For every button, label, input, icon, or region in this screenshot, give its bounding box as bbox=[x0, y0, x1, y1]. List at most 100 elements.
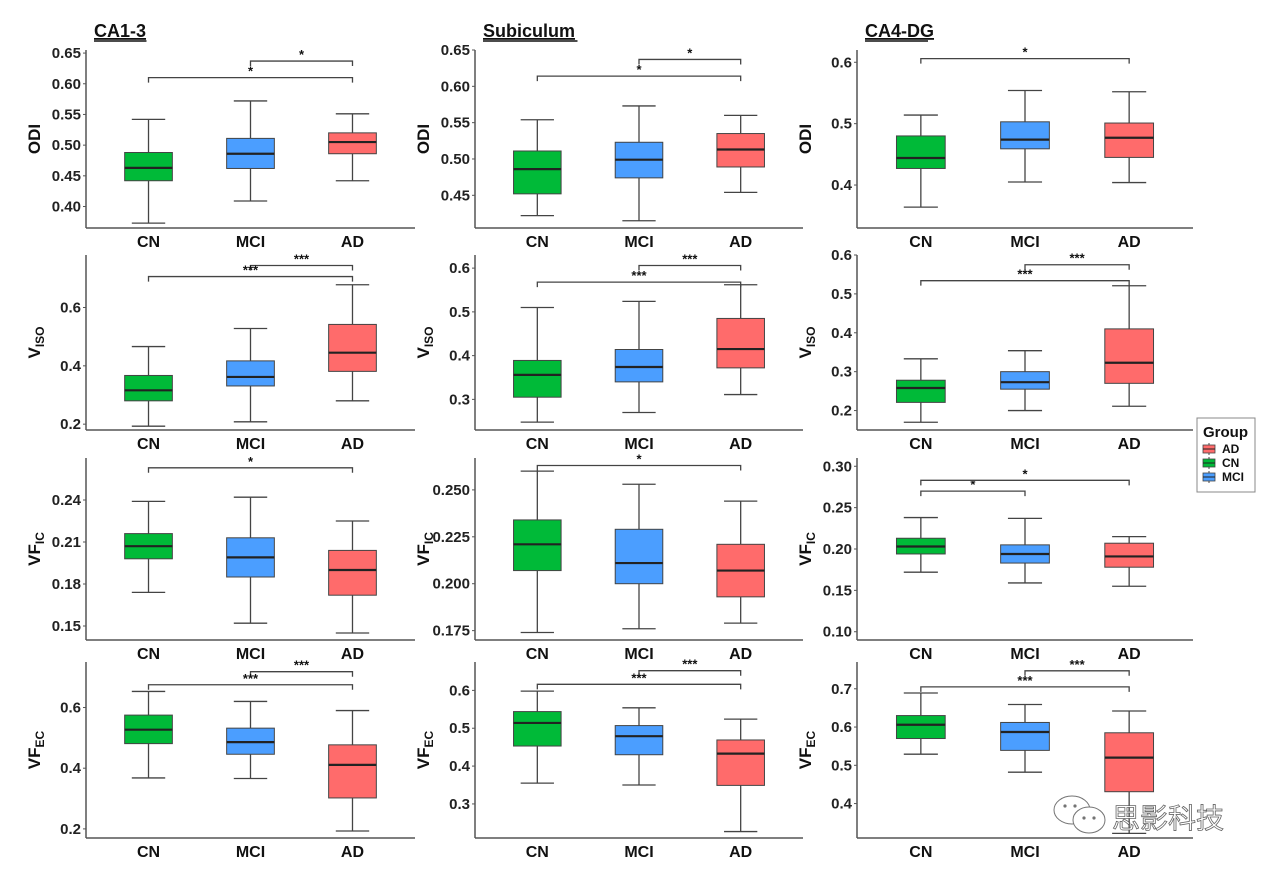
iqr-box bbox=[328, 744, 377, 799]
y-tick-label: 0.30 bbox=[823, 458, 852, 475]
y-tick-label: 0.6 bbox=[831, 247, 852, 264]
iqr-box bbox=[513, 711, 562, 747]
y-axis-label: ODI bbox=[796, 124, 815, 154]
x-tick-label: AD bbox=[341, 646, 364, 663]
box-ad bbox=[716, 284, 765, 396]
panel-ca4-dg-viso: 0.2 0.3 0.4 0.5 0.6 VISO CN MCI AD *** *** bbox=[796, 247, 1193, 453]
iqr-box bbox=[895, 135, 946, 169]
significance-label: *** bbox=[631, 670, 647, 685]
significance-label: *** bbox=[243, 263, 259, 278]
panel-subiculum-viso: 0.3 0.4 0.5 0.6 VISO CN MCI AD *** *** bbox=[414, 252, 803, 453]
bracket-line bbox=[920, 479, 1130, 486]
y-tick-label: 0.3 bbox=[449, 391, 470, 408]
y-axis-label: VISO bbox=[414, 326, 436, 358]
y-tick-label: 0.4 bbox=[831, 325, 853, 342]
box-mci bbox=[614, 483, 664, 630]
significance-label: *** bbox=[1017, 673, 1033, 688]
y-tick-label: 0.5 bbox=[831, 757, 852, 774]
significance-label: * bbox=[970, 477, 976, 492]
box-mci bbox=[226, 100, 275, 202]
y-tick-label: 0.2 bbox=[60, 821, 81, 838]
panel-title: CA4-DG bbox=[865, 21, 934, 41]
bracket-line bbox=[536, 281, 742, 288]
y-axis-label: VFEC bbox=[414, 730, 436, 769]
y-axis-label: VISO bbox=[796, 326, 818, 358]
box-mci bbox=[1000, 350, 1050, 412]
significance-bracket: *** bbox=[920, 673, 1130, 692]
iqr-box bbox=[328, 323, 377, 372]
box-cn bbox=[513, 119, 562, 217]
y-tick-label: 0.20 bbox=[823, 541, 852, 558]
significance-label: *** bbox=[682, 657, 698, 672]
iqr-box bbox=[328, 132, 377, 155]
y-tick-label: 0.2 bbox=[831, 403, 852, 420]
bracket-line bbox=[920, 686, 1130, 692]
x-tick-label: CN bbox=[526, 234, 549, 251]
legend-item-cn: CN bbox=[1202, 456, 1239, 470]
box-cn bbox=[895, 358, 946, 423]
panel-ca1-3-vfec: 0.2 0.4 0.6 VFEC CN MCI AD *** *** bbox=[25, 658, 415, 861]
significance-bracket: *** bbox=[147, 671, 354, 690]
y-tick-label: 0.50 bbox=[441, 151, 470, 168]
x-tick-label: CN bbox=[137, 436, 160, 453]
bracket-line bbox=[536, 683, 742, 690]
box-ad bbox=[1104, 285, 1155, 407]
y-tick-label: 0.4 bbox=[831, 177, 853, 194]
panel-title: Subiculum bbox=[483, 21, 575, 41]
y-tick-label: 0.200 bbox=[432, 576, 470, 593]
significance-label: * bbox=[299, 47, 305, 62]
x-tick-label: CN bbox=[909, 646, 932, 663]
iqr-box bbox=[124, 374, 173, 402]
significance-bracket: * bbox=[638, 45, 742, 65]
significance-bracket: * bbox=[147, 454, 354, 473]
legend-label: CN bbox=[1222, 456, 1239, 470]
box-mci bbox=[226, 327, 275, 423]
box-cn bbox=[895, 692, 946, 755]
y-tick-label: 0.65 bbox=[52, 45, 81, 62]
bracket-line bbox=[1024, 264, 1130, 270]
box-cn bbox=[513, 470, 562, 634]
y-axis-label: VFIC bbox=[25, 532, 47, 566]
bracket-line bbox=[638, 264, 742, 271]
significance-label: *** bbox=[294, 252, 310, 267]
y-tick-label: 0.25 bbox=[823, 500, 852, 517]
bracket-line bbox=[638, 58, 742, 65]
x-tick-label: MCI bbox=[236, 234, 265, 251]
panel-ca1-3-viso: 0.2 0.4 0.6 VISO CN MCI AD *** *** bbox=[25, 252, 415, 453]
y-tick-label: 0.4 bbox=[449, 348, 471, 365]
box-mci bbox=[614, 707, 664, 786]
significance-bracket: *** bbox=[147, 263, 354, 282]
bracket-line bbox=[920, 490, 1026, 497]
y-tick-label: 0.225 bbox=[432, 529, 470, 546]
y-tick-label: 0.50 bbox=[52, 137, 81, 154]
x-tick-label: CN bbox=[909, 844, 932, 861]
box-mci bbox=[1000, 703, 1050, 773]
y-tick-label: 0.5 bbox=[449, 720, 470, 737]
box-cn bbox=[124, 690, 173, 779]
bracket-line bbox=[536, 464, 742, 471]
y-tick-label: 0.65 bbox=[441, 42, 470, 59]
y-tick-label: 0.60 bbox=[52, 76, 81, 93]
significance-label: *** bbox=[1017, 267, 1033, 282]
significance-bracket: *** bbox=[638, 657, 742, 676]
box-cn bbox=[895, 114, 946, 208]
x-tick-label: MCI bbox=[1010, 646, 1039, 663]
x-tick-label: AD bbox=[729, 844, 752, 861]
panel-ca4-dg-vfic: 0.10 0.15 0.20 0.25 0.30 VFIC CN MCI AD * * bbox=[796, 458, 1193, 663]
y-tick-label: 0.5 bbox=[831, 286, 852, 303]
iqr-box bbox=[1104, 732, 1155, 793]
bracket-line bbox=[147, 467, 354, 473]
significance-label: * bbox=[1022, 466, 1028, 481]
panel-ca1-3-vfic: 0.15 0.18 0.21 0.24 VFIC CN MCI AD * bbox=[25, 454, 415, 663]
legend-label: MCI bbox=[1222, 470, 1244, 484]
significance-label: * bbox=[636, 452, 642, 467]
y-tick-label: 0.175 bbox=[432, 623, 470, 640]
significance-bracket: *** bbox=[249, 658, 354, 677]
significance-bracket: * bbox=[536, 452, 742, 471]
y-tick-label: 0.55 bbox=[441, 115, 470, 132]
box-ad bbox=[1104, 535, 1155, 587]
x-tick-label: CN bbox=[137, 234, 160, 251]
x-tick-label: CN bbox=[526, 436, 549, 453]
box-mci bbox=[1000, 517, 1050, 584]
